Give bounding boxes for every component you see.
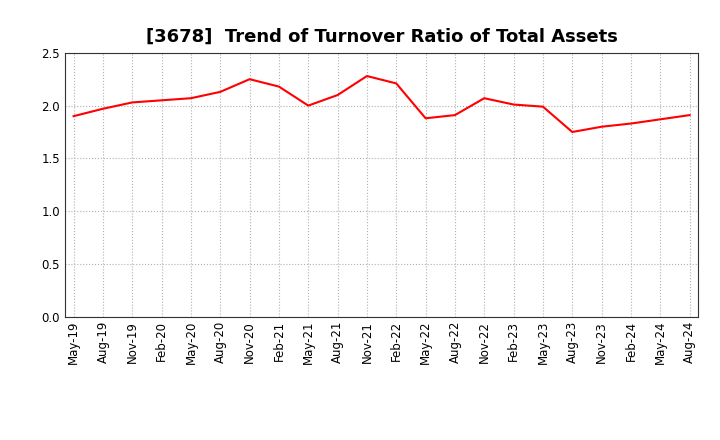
Title: [3678]  Trend of Turnover Ratio of Total Assets: [3678] Trend of Turnover Ratio of Total … xyxy=(145,28,618,46)
